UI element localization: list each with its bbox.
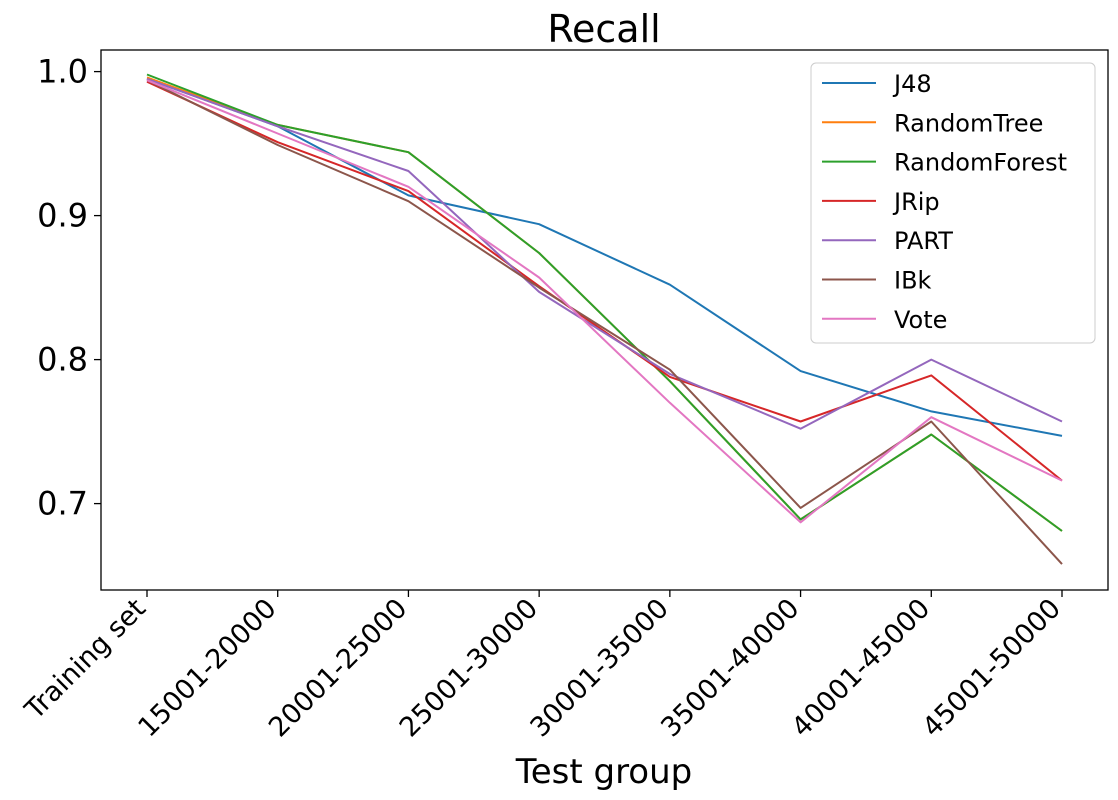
- series-layer: [146, 73, 1063, 565]
- y-tick-label: 0.7: [37, 485, 88, 523]
- legend-frame: [810, 62, 1096, 344]
- x-tick-label: Training set: [19, 593, 152, 726]
- chart-title: Recall: [547, 7, 660, 51]
- x-axis-label: Test group: [515, 752, 693, 792]
- series-line-jrip: [146, 80, 1063, 482]
- y-tick-label: 0.9: [37, 197, 88, 235]
- legend-label: RandomForest: [894, 149, 1067, 177]
- series-line-j48: [146, 77, 1063, 437]
- series-line-randomforest: [146, 73, 1063, 532]
- x-tick-label: 15001-20000: [132, 593, 282, 743]
- y-axis: 0.7 0.8 0.9 1.0: [37, 53, 101, 523]
- x-tick-label: 40001-45000: [786, 593, 936, 743]
- series-line-part: [146, 77, 1063, 430]
- legend: J48 RandomTree RandomForest JRip PART IBk Vote: [810, 62, 1096, 344]
- plot-area-frame: [100, 49, 1109, 591]
- legend-label: PART: [894, 227, 953, 255]
- y-tick-label: 0.8: [37, 341, 88, 379]
- x-tick-label: 30001-35000: [525, 593, 675, 743]
- series-line-vote: [146, 79, 1063, 524]
- y-tick-label: 1.0: [37, 53, 88, 91]
- legend-label: JRip: [892, 188, 940, 216]
- x-axis: Training set15001-2000020001-2500025001-…: [19, 590, 1067, 743]
- x-tick-label: 25001-30000: [394, 593, 544, 743]
- x-tick-label: 45001-50000: [917, 593, 1067, 743]
- legend-label: RandomTree: [894, 109, 1043, 137]
- x-tick-label: 20001-25000: [263, 593, 413, 743]
- legend-label: J48: [892, 70, 932, 98]
- legend-label: IBk: [894, 267, 932, 295]
- legend-label: Vote: [894, 306, 947, 334]
- x-tick-label: 35001-40000: [655, 593, 805, 743]
